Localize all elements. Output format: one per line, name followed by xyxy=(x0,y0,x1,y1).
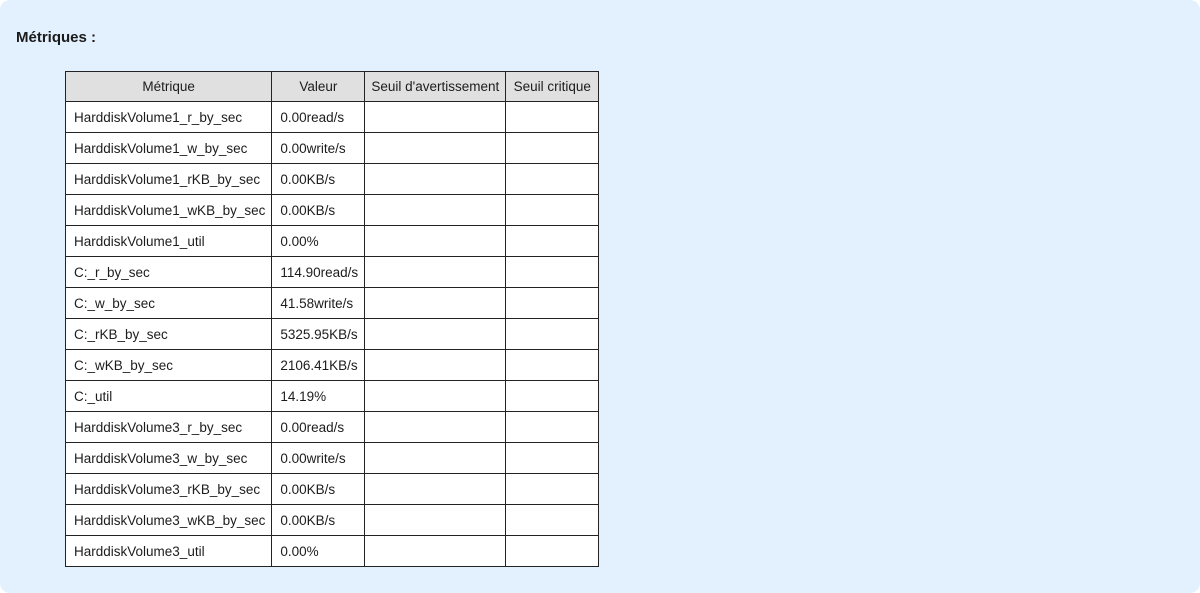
value-cell: 0.00read/s xyxy=(271,411,366,443)
table-row: C:_r_by_sec 114.90read/s xyxy=(64,256,600,288)
critical-threshold-cell xyxy=(505,318,600,350)
critical-threshold-cell xyxy=(505,473,600,505)
value-cell: 0.00KB/s xyxy=(271,163,366,195)
metric-cell: C:_wKB_by_sec xyxy=(64,349,273,381)
metric-cell: C:_w_by_sec xyxy=(64,287,273,319)
warning-threshold-cell xyxy=(364,442,507,474)
table-row: C:_rKB_by_sec 5325.95KB/s xyxy=(64,318,600,350)
critical-threshold-cell xyxy=(505,163,600,195)
metric-cell: HarddiskVolume3_w_by_sec xyxy=(64,442,273,474)
table-row: HarddiskVolume1_wKB_by_sec 0.00KB/s xyxy=(64,194,600,226)
metric-cell: C:_rKB_by_sec xyxy=(64,318,273,350)
critical-threshold-cell xyxy=(505,349,600,381)
metrics-table: Métrique Valeur Seuil d'avertissement Se… xyxy=(64,71,600,567)
value-cell: 0.00KB/s xyxy=(271,473,366,505)
warning-threshold-cell xyxy=(364,318,507,350)
table-row: HarddiskVolume3_w_by_sec 0.00write/s xyxy=(64,442,600,474)
value-cell: 114.90read/s xyxy=(271,256,366,288)
table-row: HarddiskVolume3_util 0.00% xyxy=(64,535,600,567)
metric-cell: HarddiskVolume3_util xyxy=(64,535,273,567)
critical-threshold-cell xyxy=(505,380,600,412)
metric-cell: HarddiskVolume1_rKB_by_sec xyxy=(64,163,273,195)
warning-threshold-cell xyxy=(364,225,507,257)
table-row: HarddiskVolume1_w_by_sec 0.00write/s xyxy=(64,132,600,164)
warning-threshold-cell xyxy=(364,411,507,443)
warning-threshold-cell xyxy=(364,504,507,536)
value-cell: 0.00write/s xyxy=(271,132,366,164)
value-cell: 0.00% xyxy=(271,225,366,257)
table-row: HarddiskVolume1_rKB_by_sec 0.00KB/s xyxy=(64,163,600,195)
table-row: HarddiskVolume3_rKB_by_sec 0.00KB/s xyxy=(64,473,600,505)
column-header-critical-threshold: Seuil critique xyxy=(505,71,600,102)
critical-threshold-cell xyxy=(505,132,600,164)
critical-threshold-cell xyxy=(505,535,600,567)
value-cell: 2106.41KB/s xyxy=(271,349,366,381)
warning-threshold-cell xyxy=(364,535,507,567)
metric-cell: HarddiskVolume3_r_by_sec xyxy=(64,411,273,443)
warning-threshold-cell xyxy=(364,256,507,288)
metric-cell: HarddiskVolume1_w_by_sec xyxy=(64,132,273,164)
metric-cell: HarddiskVolume3_wKB_by_sec xyxy=(64,504,273,536)
metric-cell: HarddiskVolume3_rKB_by_sec xyxy=(64,473,273,505)
value-cell: 0.00% xyxy=(271,535,366,567)
critical-threshold-cell xyxy=(505,442,600,474)
page-title: Métriques : xyxy=(16,29,97,46)
column-header-value: Valeur xyxy=(271,71,366,102)
critical-threshold-cell xyxy=(505,411,600,443)
critical-threshold-cell xyxy=(505,504,600,536)
column-header-metric: Métrique xyxy=(64,71,273,102)
warning-threshold-cell xyxy=(364,380,507,412)
warning-threshold-cell xyxy=(364,473,507,505)
metric-cell: HarddiskVolume1_util xyxy=(64,225,273,257)
metric-cell: C:_r_by_sec xyxy=(64,256,273,288)
table-body: HarddiskVolume1_r_by_sec 0.00read/s Harddi… xyxy=(64,101,600,567)
table-row: HarddiskVolume3_wKB_by_sec 0.00KB/s xyxy=(64,504,600,536)
value-cell: 41.58write/s xyxy=(271,287,366,319)
warning-threshold-cell xyxy=(364,349,507,381)
critical-threshold-cell xyxy=(505,225,600,257)
warning-threshold-cell xyxy=(364,132,507,164)
metric-cell: HarddiskVolume1_r_by_sec xyxy=(64,101,273,133)
value-cell: 0.00KB/s xyxy=(271,194,366,226)
table-row: C:_util 14.19% xyxy=(64,380,600,412)
critical-threshold-cell xyxy=(505,256,600,288)
critical-threshold-cell xyxy=(505,101,600,133)
warning-threshold-cell xyxy=(364,163,507,195)
metric-cell: C:_util xyxy=(64,380,273,412)
value-cell: 0.00read/s xyxy=(271,101,366,133)
value-cell: 0.00write/s xyxy=(271,442,366,474)
table-row: C:_w_by_sec 41.58write/s xyxy=(64,287,600,319)
value-cell: 0.00KB/s xyxy=(271,504,366,536)
table-header-row: Métrique Valeur Seuil d'avertissement Se… xyxy=(64,71,600,102)
metric-cell: HarddiskVolume1_wKB_by_sec xyxy=(64,194,273,226)
table-row: HarddiskVolume1_util 0.00% xyxy=(64,225,600,257)
value-cell: 14.19% xyxy=(271,380,366,412)
warning-threshold-cell xyxy=(364,194,507,226)
table-row: HarddiskVolume3_r_by_sec 0.00read/s xyxy=(64,411,600,443)
value-cell: 5325.95KB/s xyxy=(271,318,366,350)
table-row: HarddiskVolume1_r_by_sec 0.00read/s xyxy=(64,101,600,133)
warning-threshold-cell xyxy=(364,287,507,319)
critical-threshold-cell xyxy=(505,194,600,226)
table-row: C:_wKB_by_sec 2106.41KB/s xyxy=(64,349,600,381)
column-header-warning-threshold: Seuil d'avertissement xyxy=(364,71,507,102)
warning-threshold-cell xyxy=(364,101,507,133)
critical-threshold-cell xyxy=(505,287,600,319)
